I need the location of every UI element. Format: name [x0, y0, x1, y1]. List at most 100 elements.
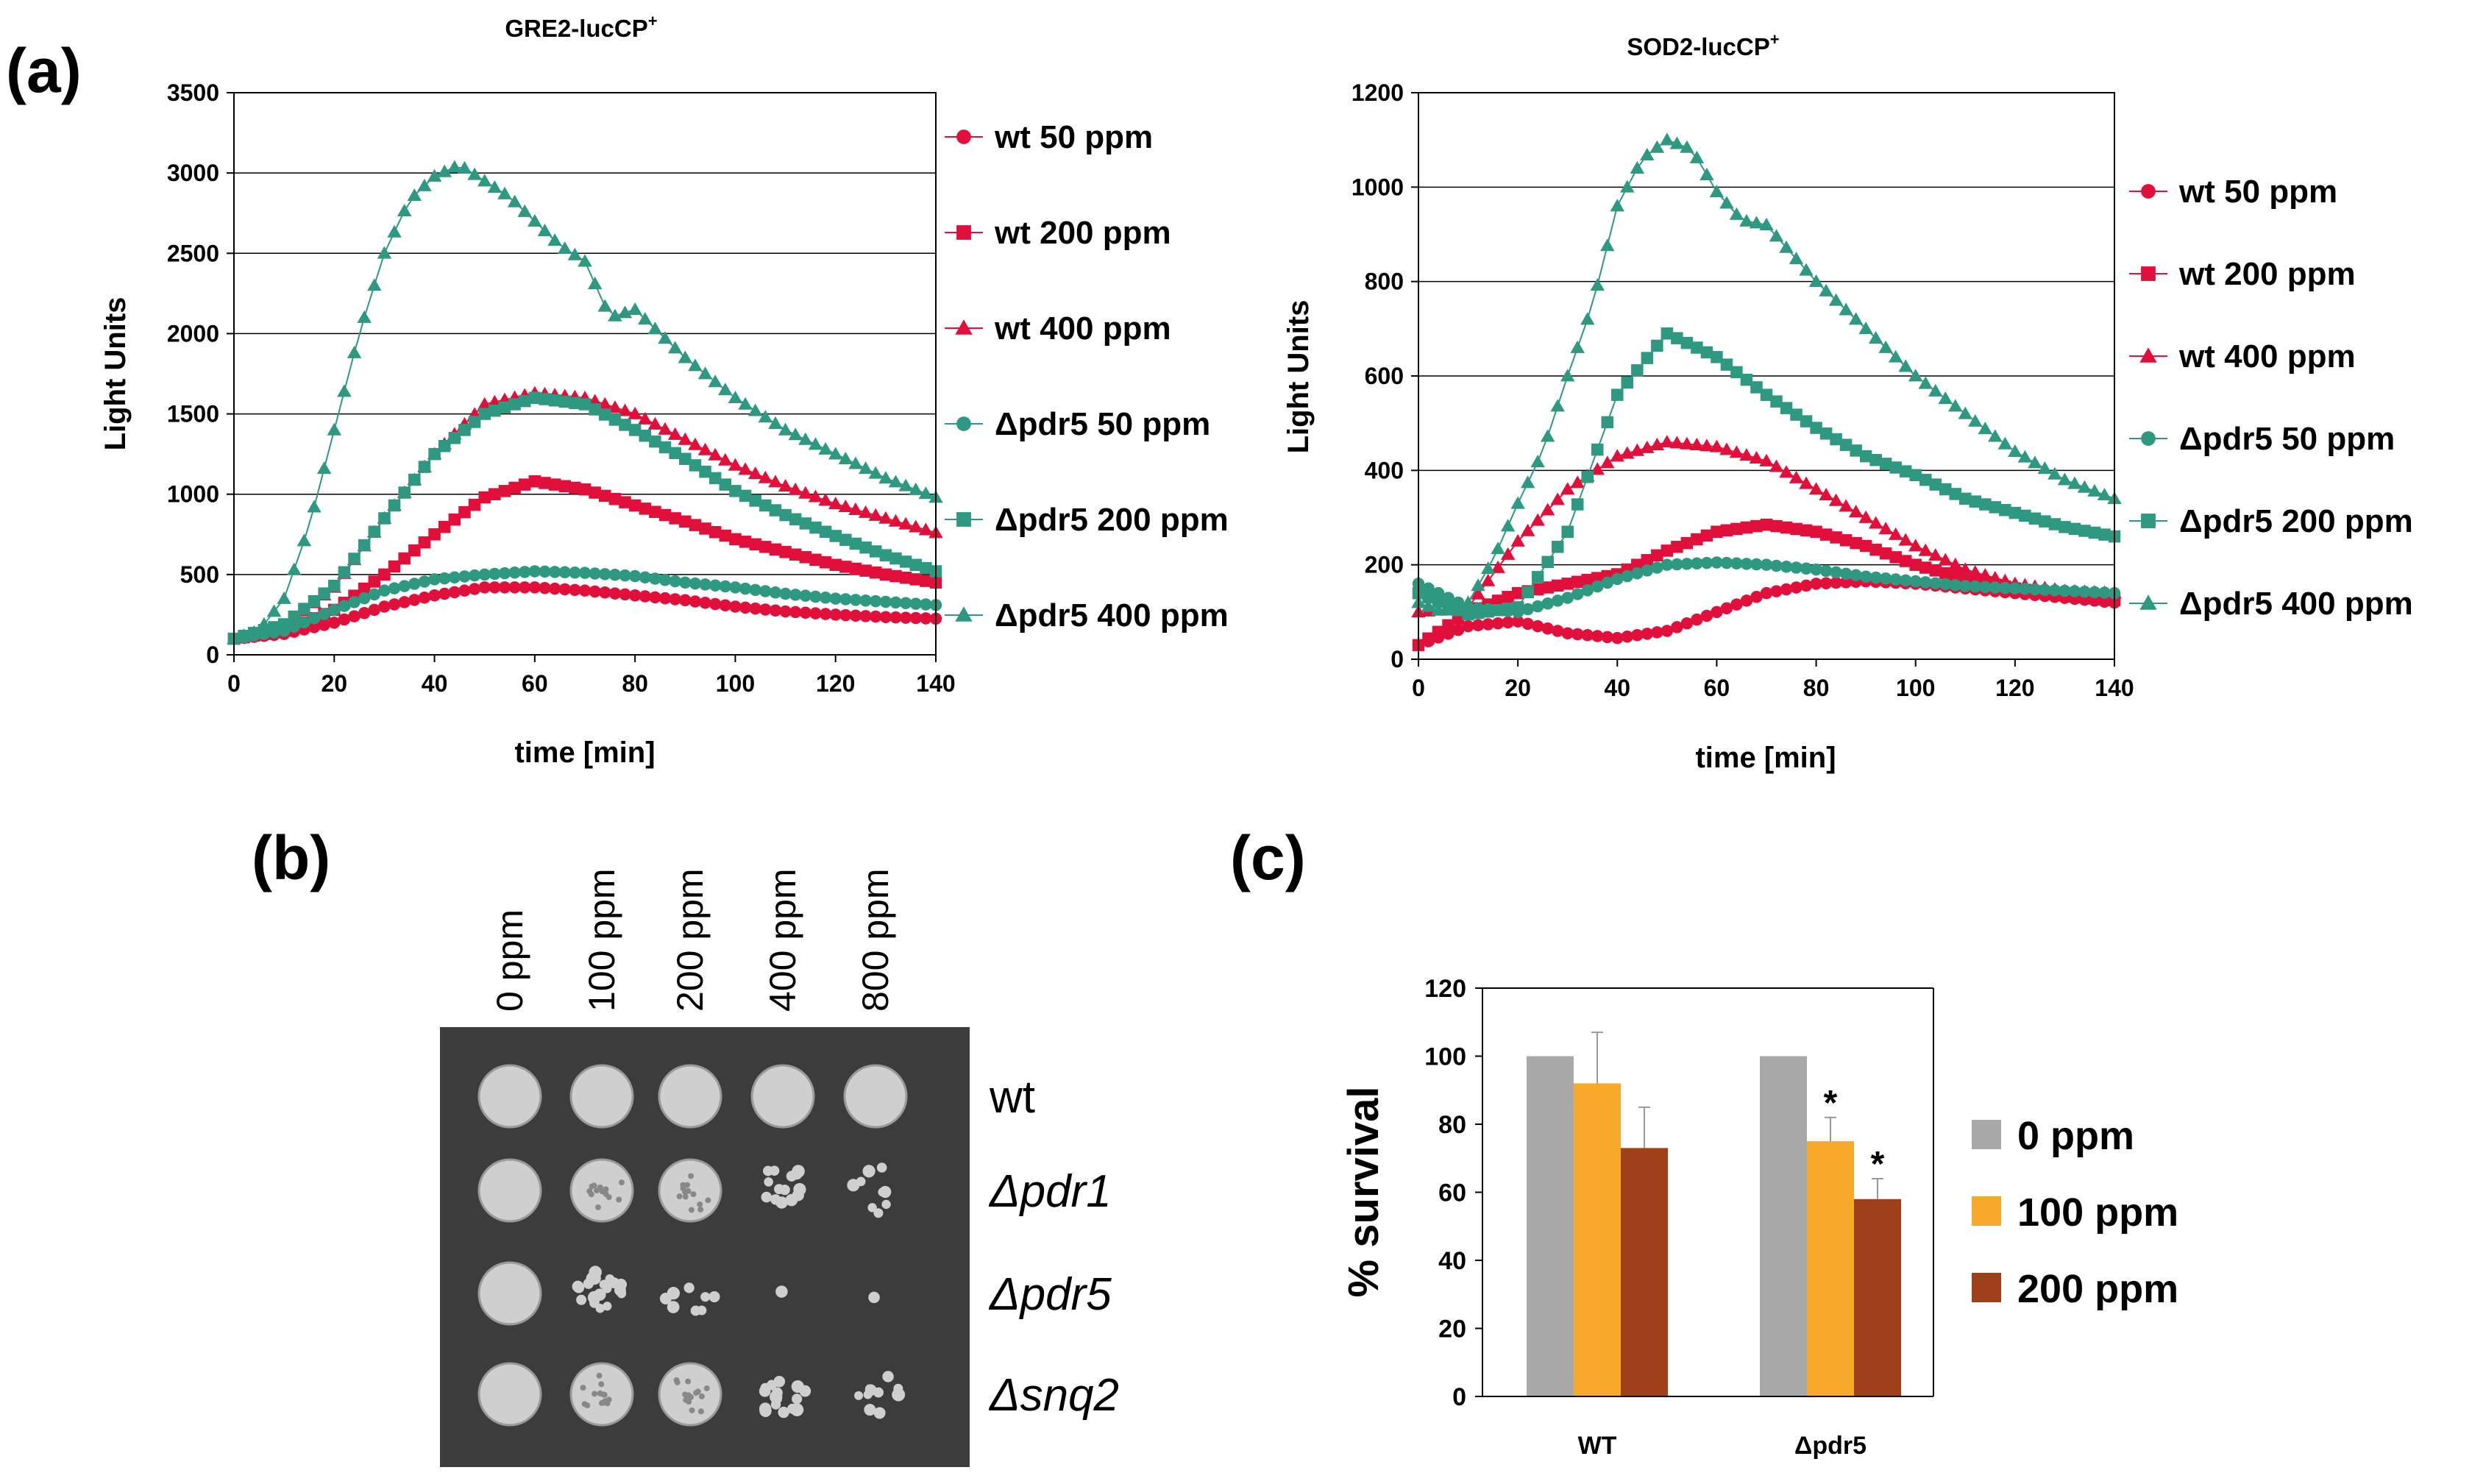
gre2-data-point [699, 465, 711, 478]
sod2-data-point [2077, 480, 2092, 493]
sod2-data-point [2028, 455, 2042, 469]
gre2-data-point [388, 499, 401, 512]
panel-label-c: (c) [1230, 823, 1306, 892]
sod2-legend-marker [2139, 347, 2157, 363]
sod2-data-point [1979, 581, 1992, 594]
gre2-data-point [277, 591, 291, 604]
sod2-data-point [1800, 562, 1813, 575]
sod2-data-point [1561, 578, 1574, 590]
colony-texture [601, 1391, 608, 1398]
sod2-data-point [1958, 562, 1973, 575]
gre2-data-point [437, 164, 452, 177]
gre2-data-point [528, 391, 541, 404]
gre2-data-point [448, 432, 461, 444]
gre2-data-point [388, 582, 401, 594]
sod2-data-point [1530, 455, 1545, 468]
sod2-data-point [1779, 240, 1794, 253]
gre2-tick-label-y: 500 [180, 561, 219, 588]
sod2-data-point [1969, 495, 1982, 508]
gre2-data-point [729, 581, 742, 594]
sod2-data-point [1452, 623, 1465, 636]
gre2-data-point [478, 568, 491, 581]
gre2-data-point [899, 611, 912, 624]
gre2-data-point [909, 573, 922, 586]
colony-texture [685, 1378, 692, 1385]
sod2-data-point [1422, 632, 1435, 645]
gre2-data-point [296, 533, 312, 547]
colony-texture [580, 1385, 586, 1391]
sod2-data-point [1680, 336, 1694, 349]
sod2-data-point [1641, 554, 1654, 567]
sod2-data-point [1581, 471, 1594, 483]
sod2-data-point [2088, 526, 2101, 539]
sod2-data-point [2078, 525, 2091, 537]
sod2-data-point [1491, 594, 1505, 607]
gre2-data-point [719, 478, 732, 491]
gre2-data-point [719, 529, 732, 542]
sod2-data-point [1819, 528, 1833, 541]
gre2-data-point [799, 606, 812, 619]
sod2-data-point [1828, 493, 1844, 506]
sod2-tick-label-y: 200 [1365, 552, 1404, 578]
sod2-data-point [1919, 576, 1932, 589]
sod2-data-point [1651, 549, 1663, 562]
gre2-data-point [617, 403, 633, 416]
sod2-data-point [1630, 160, 1645, 174]
colony-rim [477, 1158, 542, 1223]
gre2-data-point [307, 500, 322, 513]
sod2-data-point [2048, 584, 2061, 597]
gre2-data-point [518, 566, 531, 578]
gre2-legend-entry: wt 400 ppm [945, 310, 1171, 347]
gre2-data-point [908, 482, 923, 495]
gre2-data-point [879, 568, 892, 581]
sod2-data-point [1759, 217, 1774, 230]
gre2-data-point [849, 562, 862, 575]
sod2-tick-label-y: 1200 [1352, 79, 1404, 106]
colony-rim [477, 1064, 542, 1129]
sod2-data-point [1591, 630, 1604, 642]
gre2-data-point [667, 427, 683, 440]
single-colony [854, 1391, 864, 1400]
sod2-data-point [1502, 616, 1514, 629]
gre2-data-point [789, 548, 802, 561]
gre2-data-point [548, 478, 561, 491]
sod2-data-point [1989, 501, 2002, 514]
sod2-tick-label-x: 40 [1604, 675, 1630, 701]
gre2-tick-label-y: 3500 [167, 79, 219, 106]
gre2-y-axis-title: Light Units [99, 297, 132, 451]
gre2-tick-label-x: 60 [522, 670, 548, 697]
sod2-data-point [1700, 167, 1714, 180]
gre2-data-point [308, 594, 321, 608]
gre2-data-point [628, 589, 642, 602]
gre2-data-point [438, 587, 451, 600]
sod2-chart-title: SOD2-lucCP+ [1627, 30, 1779, 60]
sod2-data-point [1740, 373, 1753, 386]
sod2-tick-label-x: 120 [1995, 675, 2034, 701]
gre2-data-point [508, 481, 521, 494]
colony-texture [698, 1393, 705, 1399]
gre2-data-point [539, 477, 551, 489]
sod2-data-point [1581, 573, 1594, 586]
colony-texture [693, 1390, 700, 1396]
sod2-data-point [1997, 436, 2013, 450]
sod2-data-point [1739, 448, 1754, 461]
gre2-tick-label-y: 1500 [167, 401, 219, 427]
gre2-data-point [438, 439, 451, 452]
gre2-data-point [920, 598, 932, 611]
gre2-data-point [539, 565, 551, 578]
plate-row-label: Δpdr5 [988, 1269, 1112, 1320]
survival-bar [1807, 1141, 1854, 1396]
sod2-data-point [1938, 391, 1953, 405]
sod2-data-point [1739, 213, 1754, 227]
gre2-data-point [558, 480, 571, 493]
gre2-data-point [348, 610, 360, 622]
sod2-data-point [1560, 369, 1575, 382]
gre2-data-point [569, 566, 581, 579]
sod2-data-point [1868, 330, 1883, 344]
single-colony [873, 1208, 884, 1218]
sod2-data-point [1810, 578, 1822, 590]
gre2-data-point [507, 194, 522, 207]
gre2-data-point [719, 580, 732, 593]
gre2-data-point [587, 277, 603, 290]
gre2-data-point [528, 581, 541, 594]
